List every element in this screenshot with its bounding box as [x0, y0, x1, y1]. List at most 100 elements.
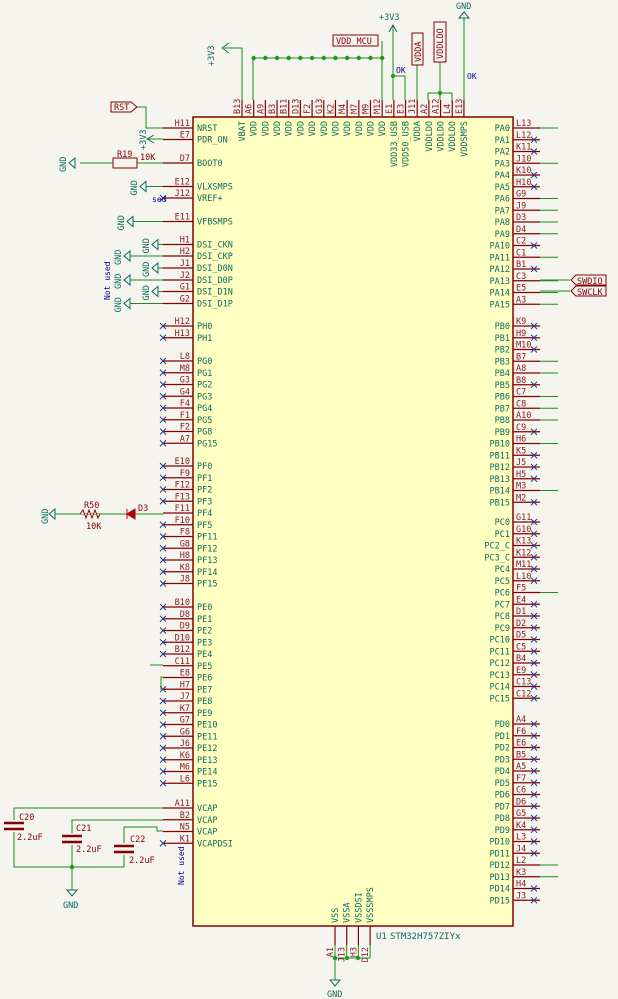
resistor-r50: [79, 508, 101, 520]
pin-number: N5: [180, 823, 190, 833]
power-3v3-usb: +3V3: [379, 13, 399, 23]
pin-number: E10: [175, 457, 190, 467]
pin-number: K3: [516, 868, 526, 878]
pin-number: J6: [180, 739, 190, 749]
pin-name: PF15: [197, 580, 217, 590]
pin-number: G2: [180, 295, 190, 305]
pin-name: VDD: [296, 121, 306, 136]
pin-number: D2: [516, 619, 526, 629]
pin-name: NRST: [197, 124, 217, 134]
pin-name: PC13: [490, 671, 510, 681]
pin-name: DSI_D0P: [197, 276, 233, 286]
no-connect-icon: [530, 565, 538, 573]
no-connect-icon: [530, 334, 538, 342]
pin-number: H12: [175, 317, 190, 327]
c21-value: 2.2uF: [76, 845, 102, 855]
pin-name: PG4: [197, 404, 212, 414]
pin-name: PA0: [495, 124, 510, 134]
pin-number: C6: [516, 786, 526, 796]
pin-name: VSSDSI: [354, 892, 364, 923]
pin-number: L8: [180, 352, 190, 362]
pin-name: PC8: [495, 612, 510, 622]
no-connect-icon: [530, 624, 538, 632]
pin-name: PA3: [495, 159, 510, 169]
pin-number: H9: [516, 329, 526, 339]
pin-number: B4: [516, 654, 526, 664]
no-connect-icon: [530, 463, 538, 471]
pin-name: DSI_D0N: [197, 264, 233, 274]
pin-number: F2: [180, 423, 190, 433]
d3-ref: D3: [138, 504, 148, 514]
no-connect-icon: [159, 580, 167, 587]
pin-name: PD1: [495, 732, 510, 742]
power-3v3-vbat: +3V3: [207, 46, 217, 66]
pin-number: F11: [175, 504, 190, 514]
pin-name: PE15: [197, 779, 217, 789]
no-connect-icon: [530, 530, 538, 538]
pin-name: VDD: [273, 121, 283, 136]
pin-name: PB2: [495, 346, 510, 356]
pin-number: C8: [516, 399, 526, 409]
pin-number: C13: [516, 678, 531, 688]
pin-name: VDD: [308, 121, 318, 136]
no-connect-icon: [530, 849, 538, 857]
pin-number: L2: [516, 856, 526, 866]
no-connect-icon: [530, 553, 538, 561]
pin-number: C9: [516, 423, 526, 433]
pin-number: D1: [516, 607, 526, 617]
pin-name: DSI_CKN: [197, 241, 233, 251]
ground-icon: [126, 215, 134, 228]
pin-name: VDD: [285, 121, 295, 136]
component-value: STM32H757ZIYx: [390, 932, 461, 942]
pin-name: VDDA: [413, 121, 423, 141]
no-connect-icon: [159, 381, 167, 388]
no-connect-icon: [159, 322, 167, 330]
r19-ref: R19: [117, 150, 132, 160]
pin-name: VDD: [320, 121, 330, 136]
no-connect-icon: [530, 498, 538, 506]
pin-number: G1: [180, 283, 190, 293]
pin-name: PE13: [197, 756, 217, 766]
net-label-rst-text: RST: [114, 103, 129, 113]
pin-name: PE10: [197, 721, 217, 731]
no-connect-icon: [159, 697, 167, 705]
pin-name: PG5: [197, 416, 212, 426]
net-label-swdio: SWDIO: [577, 277, 603, 287]
pin-number: B2: [180, 811, 190, 821]
pin-number: A1: [326, 947, 336, 957]
ground-icon: [151, 261, 159, 275]
power-gnd: GND: [130, 180, 140, 195]
ground-icon: [151, 238, 159, 251]
pin-number: G11: [516, 513, 531, 523]
pin-number: A5: [516, 762, 526, 772]
pin-name: PD7: [495, 802, 510, 812]
no-connect-icon: [530, 428, 538, 436]
pin-number: B1: [516, 260, 526, 270]
net-label-vddldo: [433, 21, 447, 63]
pin-name: PG1: [197, 369, 212, 379]
pin-name: PA4: [495, 171, 510, 181]
pin-number: H1: [180, 236, 190, 246]
pin-name: PD4: [495, 767, 510, 777]
pin-number: C7: [516, 388, 526, 398]
pin-name: VSS: [331, 908, 341, 923]
pin-number: A10: [516, 411, 531, 421]
pin-name: PB10: [490, 440, 510, 450]
pin-number: K5: [516, 446, 526, 456]
pin-number: M12: [373, 99, 383, 114]
pin-name: VDD: [378, 121, 388, 136]
pin-name: PC11: [490, 647, 510, 657]
no-connect-icon: [159, 462, 167, 470]
pin-number: E13: [455, 99, 465, 114]
pin-name: PB3: [495, 357, 510, 367]
pin-number: J5: [516, 458, 526, 468]
pin-name: PD12: [490, 861, 510, 871]
power-gnd: GND: [114, 274, 124, 289]
pin-name: PE9: [197, 709, 212, 719]
no-connect-icon: [159, 768, 167, 775]
pin-number: C5: [516, 642, 526, 652]
pin-name: PC3_C: [484, 553, 510, 563]
pin-name: VCAP: [197, 816, 217, 826]
no-connect-icon: [159, 638, 167, 646]
no-connect-icon: [159, 357, 167, 365]
